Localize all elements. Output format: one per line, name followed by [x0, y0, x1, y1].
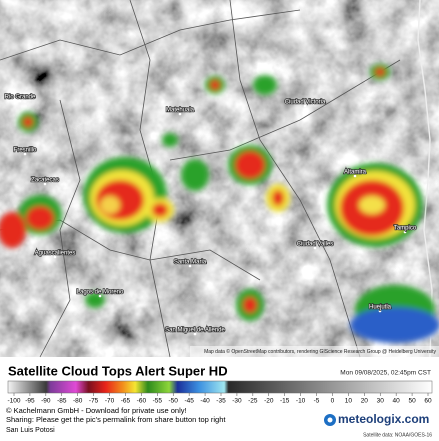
place-dot: [43, 182, 47, 186]
place-dot: [188, 264, 192, 268]
place-label: San Miguel de Allende: [165, 328, 225, 334]
storm-cells: [0, 64, 439, 343]
scale-tick-label: 50: [408, 398, 416, 405]
place-dot: [193, 332, 197, 336]
place-dot: [403, 230, 407, 234]
scale-ticks: -100 -95 -90 -85 -80 -75 -70 -65 -60 -55 -50 -45 -40…: [7, 393, 432, 405]
scale-tick-label: -60: [137, 398, 147, 405]
data-source: Satellite data: NOAA/GOES-16: [363, 432, 432, 438]
timestamp: Mon 09/08/2025, 02:45pm CST: [340, 370, 431, 377]
scale-tick-label: -75: [89, 398, 99, 405]
attribution: Map data © OpenStreetMap contributors, r…: [204, 348, 436, 355]
place-label: Rio Grande: [5, 95, 36, 101]
scale-tick-label: -95: [25, 398, 35, 405]
place-label: Lagos de Moreno: [77, 290, 124, 296]
scale-tick-label: -5: [314, 398, 320, 405]
place-dot: [353, 174, 357, 178]
place-label: Tampico: [394, 226, 417, 232]
place-label: Zacatecas: [31, 178, 59, 184]
map: Rio Grande Fresnillo Zacatecas Matehuala Ciu…: [0, 0, 439, 358]
legend-title: Satellite Cloud Tops Alert Super HD: [8, 363, 228, 378]
place-label: Ciudad Victoria: [285, 100, 326, 106]
place-dot: [98, 294, 102, 298]
scale-tick-label: -65: [121, 398, 131, 405]
scale-tick-label: 40: [393, 398, 401, 405]
scale-tick-label: 10: [345, 398, 353, 405]
scale-tick-label: -100: [7, 398, 20, 405]
scale-tick-label: -85: [57, 398, 67, 405]
location: San Luis Potosi: [6, 427, 55, 434]
logo: meteologix.com: [324, 412, 429, 426]
place-dot: [178, 112, 182, 116]
scale-tick-label: 60: [424, 398, 432, 405]
logo-text: meteologix.com: [338, 412, 429, 426]
scale-tick-label: -10: [296, 398, 306, 405]
place-dot: [18, 99, 22, 103]
scale-tick-label: -30: [232, 398, 242, 405]
sharing-note: Sharing: Please get the pic's permalink …: [6, 415, 226, 424]
scale-tick-label: -70: [105, 398, 115, 405]
place-label: Huejutla: [369, 305, 392, 311]
scale-tick-label: -45: [184, 398, 194, 405]
scale-tick-label: 0: [331, 398, 335, 405]
scale-tick-label: -50: [169, 398, 179, 405]
scale-tick-label: -80: [73, 398, 83, 405]
place-label: Ciudad Valles: [297, 242, 334, 248]
scale-tick-label: -35: [216, 398, 226, 405]
place-dot: [313, 246, 317, 250]
place-label: Santa Maria: [174, 260, 207, 266]
attribution-bg: [190, 346, 439, 357]
scale-tick-label: 30: [377, 398, 385, 405]
place-label: Fresnillo: [14, 148, 37, 154]
place-dot: [378, 309, 382, 313]
scale-tick-label: -90: [41, 398, 51, 405]
place-label: Matehuala: [166, 108, 195, 114]
place-labels: Rio Grande Fresnillo Zacatecas Matehuala Ciu…: [4, 94, 418, 336]
scale-tick-label: -20: [264, 398, 274, 405]
scale-tick-label: -40: [200, 398, 210, 405]
color-scale: [7, 380, 433, 394]
place-label: Altamira: [344, 170, 367, 176]
borders: [0, 0, 401, 358]
scale-tick-label: 20: [361, 398, 369, 405]
scale-tick-label: -25: [248, 398, 258, 405]
scale-tick-label: -55: [153, 398, 163, 405]
coastline: [417, 0, 433, 358]
logo-icon-center: [327, 417, 333, 423]
place-dot: [23, 152, 27, 156]
place-dot: [303, 104, 307, 108]
place-dot: [53, 255, 57, 259]
scale-tick-label: -15: [280, 398, 290, 405]
place-label: Aguascalientes: [35, 251, 76, 257]
copyright: © Kachelmann GmbH - Download for private…: [6, 406, 187, 415]
